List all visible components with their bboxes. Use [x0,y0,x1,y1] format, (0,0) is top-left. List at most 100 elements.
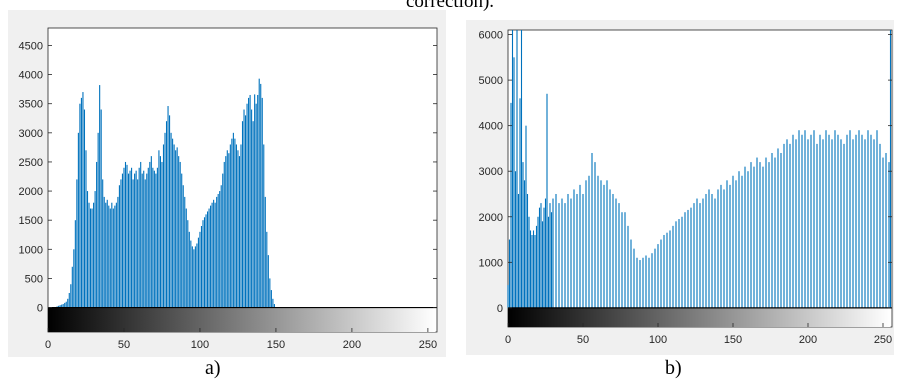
histogram-bar [132,179,134,308]
histogram-bar [621,212,623,308]
histogram-bar [76,179,78,308]
histogram-bar [547,216,550,308]
histogram-bar [526,193,529,308]
x-tick-label: 100 [649,334,667,346]
histogram-bar [175,150,177,308]
histogram-bar [729,184,731,308]
histogram-bar [705,193,707,308]
histogram-bar [100,109,102,308]
histogram-bar [210,205,212,308]
histogram-bar [126,164,128,308]
histogram-bar [777,148,779,308]
histogram-bar [273,304,275,308]
histogram-bar [169,115,171,308]
histogram-bar [73,249,75,308]
histogram-bar [112,208,114,308]
histogram-bar [879,143,881,308]
histogram-bar [156,167,158,308]
histogram-bar [232,132,234,308]
histogram-bar [159,156,161,308]
histogram-bar [741,175,743,308]
histogram-bar [801,134,803,308]
histogram-bar [179,161,181,308]
histogram-bar [138,167,140,308]
histogram-bar [517,193,520,308]
y-tick-label: 0 [37,303,43,315]
histogram-bar [214,202,216,308]
histogram-bar [699,203,701,308]
histogram-bar [651,253,653,308]
histogram-bar [103,196,105,308]
histogram-bar [531,234,533,308]
histogram-bar [83,109,86,308]
histogram-bar [220,185,222,308]
histogram-bar [61,304,63,308]
histogram-bar [181,173,183,308]
histogram-bar [546,93,548,308]
histogram-bar [774,157,776,308]
histogram-bar [591,152,593,308]
histogram-bar [244,115,247,308]
histogram-bar [597,175,599,308]
histogram-bar [825,130,827,308]
y-tick-label: 2000 [19,186,43,198]
histogram-bar [109,208,111,308]
histogram-bar [144,179,146,308]
histogram-bar [272,298,274,308]
histogram-bar [550,212,553,308]
histogram-bar [185,208,187,308]
histogram-bar [684,212,686,308]
histogram-bar [889,30,892,308]
histogram-bar [96,161,98,308]
histogram-bar [834,130,836,308]
histogram-bar [67,298,69,308]
histogram-bar [203,217,206,308]
histogram-bar [807,139,809,308]
histogram-bar [91,208,93,308]
histogram-bar [675,221,677,308]
histogram-bar [207,211,209,308]
histogram-bar [843,143,845,308]
histogram-bar [570,198,572,308]
histogram-bar [525,125,527,308]
histogram-bar [251,109,253,308]
histogram-bar [579,184,581,308]
histogram-b-svg: 0 1000 2000 3000 4000 5000 6000 0 50 100 150 200 250 [479,30,893,346]
histogram-bar [150,156,152,308]
histogram-bar [121,173,124,308]
histogram-bar [543,207,545,308]
histogram-panel-b: 0 1000 2000 3000 4000 5000 6000 0 50 100 150 200 250 [466,20,894,355]
histogram-bar [612,193,614,308]
histogram-bar [88,202,90,308]
histogram-bar [231,138,233,308]
histogram-bar [552,198,554,308]
figure-caption-fragment: correction). [405,0,495,12]
histogram-bar [123,167,125,308]
histogram-bar [140,161,142,308]
histogram-bar [267,255,269,308]
y-tick-label: 1000 [19,244,43,256]
histogram-bar [795,139,797,308]
histogram-bar [717,189,719,308]
histogram-bar [71,266,73,308]
histogram-bar [240,144,242,308]
histogram-bar [243,109,245,308]
y-tick-label: 2500 [19,157,43,169]
histogram-bar [738,171,740,308]
histogram-bar [208,208,210,308]
histogram-bar [876,130,878,308]
histogram-bar [714,198,716,308]
histogram-bar [792,134,794,308]
histogram-bar [164,132,166,308]
histogram-bar [70,284,72,308]
histogram-bar [645,255,647,308]
histogram-bar [216,196,218,308]
histogram-bar [840,139,842,308]
histogram-bar [666,232,668,308]
histogram-bar [615,198,617,308]
histogram-bar [600,180,602,308]
histogram-bar [94,191,96,308]
histogram-bar [155,173,157,308]
histogram-bar [690,207,692,308]
histogram-bar [618,203,620,308]
